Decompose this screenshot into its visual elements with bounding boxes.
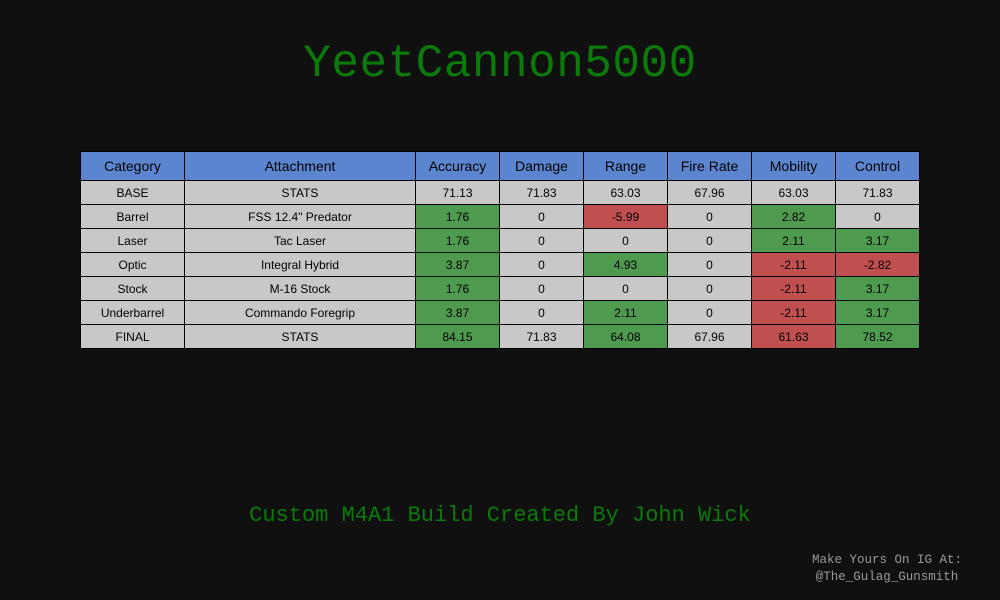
table-header-row: Category Attachment Accuracy Damage Rang… bbox=[80, 151, 920, 181]
cell-range: 0 bbox=[583, 228, 668, 253]
table-row: Barrel FSS 12.4" Predator 1.76 0 -5.99 0 2.82 0 bbox=[80, 204, 920, 229]
cell-category: FINAL bbox=[80, 324, 185, 349]
cell-mobility: 2.82 bbox=[751, 204, 836, 229]
header-attachment: Attachment bbox=[184, 151, 416, 181]
cell-fire-rate: 0 bbox=[667, 300, 752, 325]
cell-range: -5.99 bbox=[583, 204, 668, 229]
cell-mobility: -2.11 bbox=[751, 300, 836, 325]
table-row: Optic Integral Hybrid 3.87 0 4.93 0 -2.11 -2.82 bbox=[80, 252, 920, 277]
table-row: Stock M-16 Stock 1.76 0 0 0 -2.11 3.17 bbox=[80, 276, 920, 301]
cell-mobility: 61.63 bbox=[751, 324, 836, 349]
cell-category: Stock bbox=[80, 276, 185, 301]
cell-control: 3.17 bbox=[835, 228, 920, 253]
cell-attachment: Tac Laser bbox=[184, 228, 416, 253]
table-row: BASE STATS 71.13 71.83 63.03 67.96 63.03 71.83 bbox=[80, 180, 920, 205]
cell-range: 2.11 bbox=[583, 300, 668, 325]
cell-damage: 0 bbox=[499, 252, 584, 277]
table-row: Underbarrel Commando Foregrip 3.87 0 2.11 0 -2… bbox=[80, 300, 920, 325]
cell-attachment: STATS bbox=[184, 324, 416, 349]
cell-control: 71.83 bbox=[835, 180, 920, 205]
cell-control: 3.17 bbox=[835, 300, 920, 325]
header-damage: Damage bbox=[499, 151, 584, 181]
cell-accuracy: 1.76 bbox=[415, 228, 500, 253]
cell-attachment: FSS 12.4" Predator bbox=[184, 204, 416, 229]
build-caption: Custom M4A1 Build Created By John Wick bbox=[249, 503, 751, 528]
cell-category: BASE bbox=[80, 180, 185, 205]
cell-attachment: Integral Hybrid bbox=[184, 252, 416, 277]
cell-range: 64.08 bbox=[583, 324, 668, 349]
cell-fire-rate: 0 bbox=[667, 252, 752, 277]
header-accuracy: Accuracy bbox=[415, 151, 500, 181]
header-mobility: Mobility bbox=[751, 151, 836, 181]
cell-category: Laser bbox=[80, 228, 185, 253]
cell-category: Barrel bbox=[80, 204, 185, 229]
cell-damage: 0 bbox=[499, 276, 584, 301]
credit-line: Make Yours On IG At: bbox=[811, 553, 962, 567]
cell-mobility: -2.11 bbox=[751, 252, 836, 277]
header-fire-rate: Fire Rate bbox=[667, 151, 752, 181]
credit-block: Make Yours On IG At: @The_Gulag_Gunsmith bbox=[812, 552, 962, 586]
cell-fire-rate: 0 bbox=[667, 276, 752, 301]
cell-attachment: STATS bbox=[184, 180, 416, 205]
cell-accuracy: 1.76 bbox=[415, 204, 500, 229]
cell-accuracy: 71.13 bbox=[415, 180, 500, 205]
header-control: Control bbox=[835, 151, 920, 181]
cell-mobility: -2.11 bbox=[751, 276, 836, 301]
cell-control: -2.82 bbox=[835, 252, 920, 277]
cell-range: 0 bbox=[583, 276, 668, 301]
header-range: Range bbox=[583, 151, 668, 181]
cell-range: 63.03 bbox=[583, 180, 668, 205]
cell-accuracy: 3.87 bbox=[415, 252, 500, 277]
cell-attachment: M-16 Stock bbox=[184, 276, 416, 301]
table-body: BASE STATS 71.13 71.83 63.03 67.96 63.03 71.83 B… bbox=[80, 180, 920, 349]
cell-control: 3.17 bbox=[835, 276, 920, 301]
cell-attachment: Commando Foregrip bbox=[184, 300, 416, 325]
cell-mobility: 2.11 bbox=[751, 228, 836, 253]
page-title: YeetCannon5000 bbox=[303, 38, 697, 90]
stats-table: Category Attachment Accuracy Damage Rang… bbox=[80, 151, 920, 349]
cell-fire-rate: 0 bbox=[667, 228, 752, 253]
cell-damage: 0 bbox=[499, 300, 584, 325]
header-category: Category bbox=[80, 151, 185, 181]
cell-fire-rate: 0 bbox=[667, 204, 752, 229]
cell-accuracy: 3.87 bbox=[415, 300, 500, 325]
cell-accuracy: 1.76 bbox=[415, 276, 500, 301]
cell-mobility: 63.03 bbox=[751, 180, 836, 205]
cell-accuracy: 84.15 bbox=[415, 324, 500, 349]
cell-damage: 71.83 bbox=[499, 180, 584, 205]
cell-category: Optic bbox=[80, 252, 185, 277]
cell-control: 78.52 bbox=[835, 324, 920, 349]
cell-damage: 0 bbox=[499, 204, 584, 229]
cell-range: 4.93 bbox=[583, 252, 668, 277]
cell-category: Underbarrel bbox=[80, 300, 185, 325]
cell-control: 0 bbox=[835, 204, 920, 229]
cell-damage: 71.83 bbox=[499, 324, 584, 349]
table-row: Laser Tac Laser 1.76 0 0 0 2.11 3.17 bbox=[80, 228, 920, 253]
table-row: FINAL STATS 84.15 71.83 64.08 67.96 61.63 78.52 bbox=[80, 324, 920, 349]
cell-fire-rate: 67.96 bbox=[667, 324, 752, 349]
cell-damage: 0 bbox=[499, 228, 584, 253]
cell-fire-rate: 67.96 bbox=[667, 180, 752, 205]
instagram-handle: @The_Gulag_Gunsmith bbox=[815, 570, 959, 584]
